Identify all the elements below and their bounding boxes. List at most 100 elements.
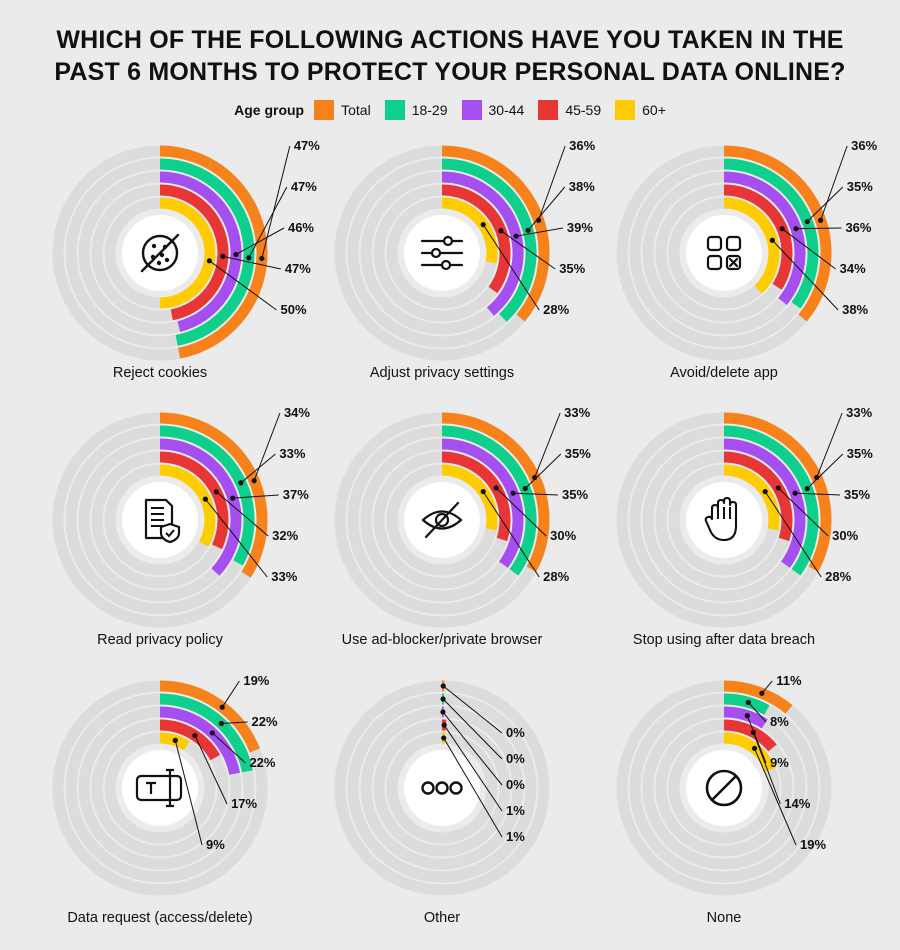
dots-icon: [421, 781, 463, 795]
data-label: 0%: [506, 751, 525, 766]
leader-line: [261, 145, 291, 259]
leader-dot: [510, 490, 516, 496]
chart-label: Use ad-blocker/private browser: [341, 632, 543, 648]
arc-45-59: [441, 184, 511, 294]
data-label: 47%: [285, 261, 311, 276]
leader-dot: [493, 485, 499, 491]
chart-title: WHICH OF THE FOLLOWING ACTIONS HAVE YOU …: [0, 24, 900, 88]
data-label: 11%: [776, 673, 802, 688]
data-label: 19%: [800, 837, 826, 852]
leader-line: [442, 711, 503, 786]
leader-line: [513, 492, 559, 496]
leader-dot: [793, 226, 799, 232]
data-label: 47%: [291, 179, 317, 194]
arc-30-44: [159, 706, 241, 775]
data-label: 46%: [288, 220, 314, 235]
leader-line: [222, 255, 281, 270]
arc-30-44: [723, 438, 806, 568]
leader-line: [781, 228, 836, 270]
legend-label: Total: [341, 102, 371, 118]
leader-dot: [750, 729, 756, 735]
chart-label: Stop using after data breach: [632, 632, 816, 648]
leader-line: [534, 412, 561, 478]
data-label: 34%: [284, 405, 310, 420]
data-label: 50%: [281, 302, 307, 317]
data-label: 28%: [825, 569, 851, 584]
data-label: 35%: [565, 446, 591, 461]
leader-dot: [751, 745, 758, 751]
leader-dot: [480, 489, 486, 495]
arc-30-44: [159, 438, 242, 576]
center-disc: [686, 215, 762, 291]
data-label: 35%: [559, 261, 585, 276]
data-label: 47%: [294, 138, 320, 153]
radial-chart-9: 11% 8% 9% 14% 19%: [616, 673, 832, 896]
arc-45-59: [723, 719, 777, 752]
leader-line: [235, 227, 285, 255]
chart-label: Other: [423, 910, 461, 926]
arc-total: [723, 680, 793, 714]
data-label: 22%: [249, 755, 275, 770]
data-label: 33%: [271, 569, 297, 584]
data-label: 38%: [842, 302, 868, 317]
radial-chart-1: 47% 47% 46% 47% 50%: [52, 138, 320, 361]
leader-line: [806, 186, 844, 222]
radial-chart-2: 36% 38% 39% 35% 28%: [334, 138, 596, 361]
leader-line: [212, 732, 246, 764]
arc-45-59: [723, 184, 793, 290]
arc-30-44: [441, 438, 524, 568]
arc-60-plus: [723, 464, 780, 531]
legend-label: 30-44: [488, 102, 525, 118]
leader-line: [795, 492, 841, 496]
leader-line: [240, 453, 276, 484]
arc-total: [159, 412, 268, 578]
data-label: 19%: [243, 673, 269, 688]
leader-dot: [441, 735, 447, 741]
leader-line: [215, 491, 269, 537]
data-label: 17%: [231, 796, 257, 811]
arc-total: [159, 680, 260, 753]
data-label: 35%: [847, 446, 873, 461]
leader-dot: [206, 258, 212, 264]
data-label: 35%: [844, 487, 870, 502]
arc-18-29: [441, 158, 537, 322]
arc-18-29: [159, 425, 255, 566]
data-label: 32%: [272, 528, 298, 543]
radial-chart-5: 33% 35% 35% 30% 28%: [334, 405, 591, 628]
leader-line: [253, 412, 281, 481]
leader-line: [205, 498, 268, 578]
legend-label: 60+: [642, 102, 666, 118]
leader-line: [221, 721, 248, 725]
data-label: 9%: [770, 755, 789, 770]
legend-item-45-59: 45-59: [538, 100, 601, 120]
data-label: 36%: [851, 138, 877, 153]
leader-dot: [172, 737, 178, 743]
leader-line: [524, 453, 562, 489]
arc-30-44: [159, 171, 242, 332]
leader-line: [174, 740, 203, 846]
leader-line: [538, 145, 566, 221]
leader-dot: [775, 485, 781, 491]
legend-swatch: [461, 100, 482, 120]
leader-line: [806, 453, 844, 489]
leader-dot: [762, 489, 768, 495]
leader-line: [209, 260, 277, 311]
radial-chart-4: 34% 33% 37% 32% 33%: [52, 405, 310, 628]
data-label: 22%: [252, 714, 278, 729]
leader-line: [752, 732, 781, 805]
leader-line: [754, 748, 797, 846]
leader-dot: [251, 478, 257, 484]
leader-line: [527, 186, 566, 231]
leader-dot: [440, 709, 446, 715]
leader-line: [747, 702, 767, 723]
legend-swatch: [314, 100, 335, 120]
data-label: 39%: [567, 220, 593, 235]
leader-dot: [745, 699, 751, 705]
center-disc: [122, 750, 198, 826]
arc-45-59: [159, 451, 229, 550]
leader-line: [221, 680, 240, 708]
leader-dot: [441, 722, 447, 728]
data-label: 0%: [506, 725, 525, 740]
leader-line: [500, 230, 556, 270]
